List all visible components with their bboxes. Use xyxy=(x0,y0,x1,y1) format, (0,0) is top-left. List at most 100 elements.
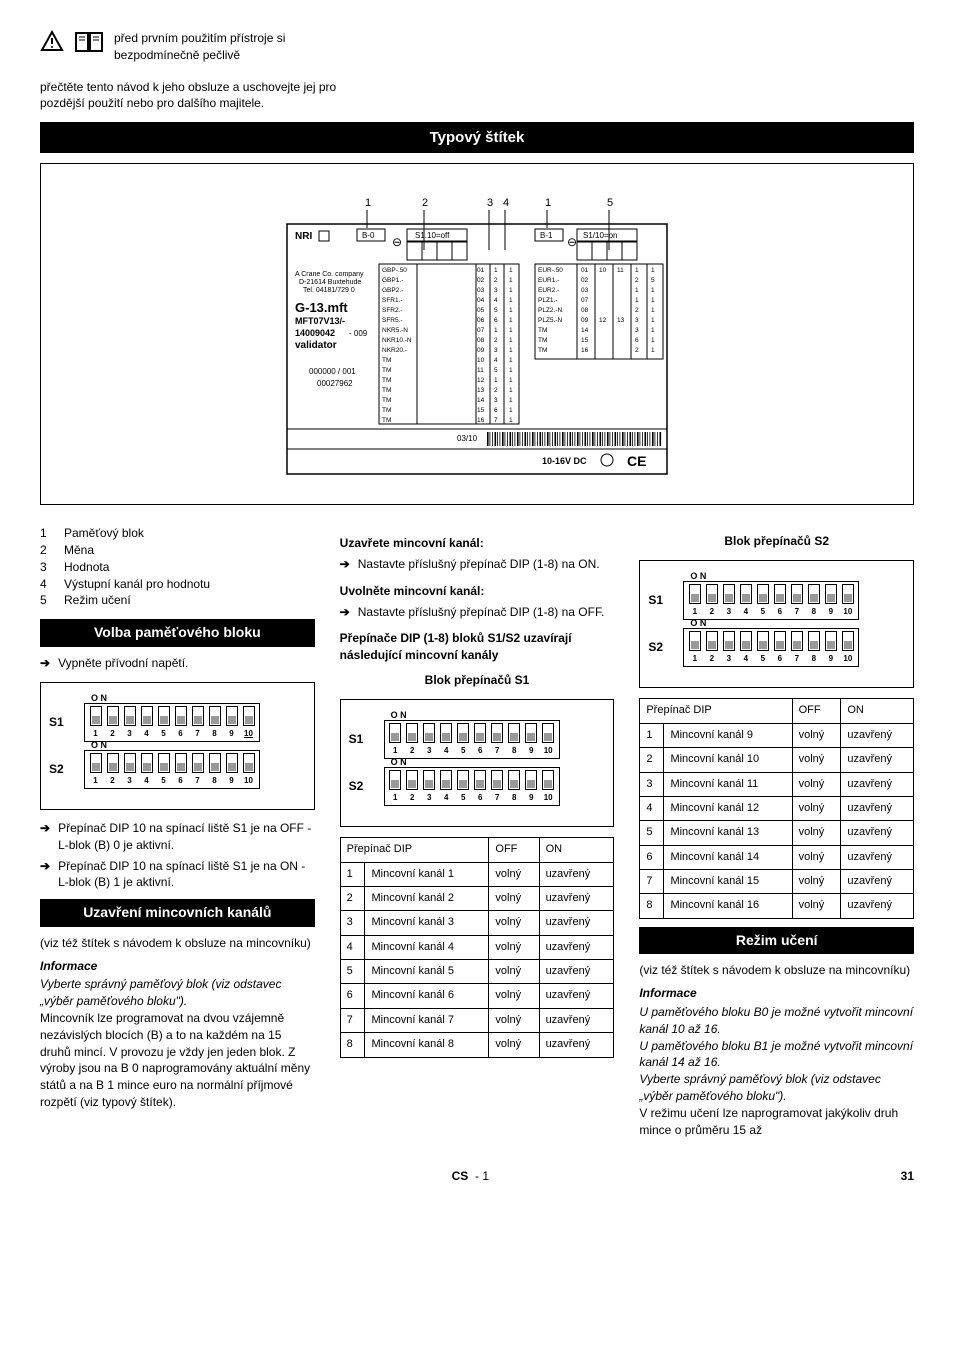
table-cell: volný xyxy=(489,960,539,984)
svg-text:1: 1 xyxy=(635,267,639,274)
svg-text:2: 2 xyxy=(494,387,498,394)
table-cell: 4 xyxy=(340,935,365,959)
svg-text:01: 01 xyxy=(581,267,589,274)
table-cell: uzavřený xyxy=(539,984,614,1008)
svg-text:14009042: 14009042 xyxy=(295,328,335,338)
table-cell: Mincovní kanál 15 xyxy=(664,870,792,894)
table-cell: volný xyxy=(489,911,539,935)
dip-switch: 10 xyxy=(240,706,257,739)
dip-switch: 9 xyxy=(223,706,240,739)
svg-text:3: 3 xyxy=(494,287,498,294)
svg-text:EUR1.-: EUR1.- xyxy=(538,277,559,284)
svg-text:1: 1 xyxy=(651,327,655,334)
close-note: (viz též štítek s návodem k obsluze na m… xyxy=(40,935,315,952)
table-cell: Mincovní kanál 13 xyxy=(664,821,792,845)
table-row: 2Mincovní kanál 2volnýuzavřený xyxy=(340,886,614,910)
dip-switch: 2 xyxy=(703,631,720,664)
svg-text:- 009: - 009 xyxy=(349,329,368,338)
svg-text:1: 1 xyxy=(651,307,655,314)
table-row: 6Mincovní kanál 6volnýuzavřený xyxy=(340,984,614,1008)
svg-text:TM: TM xyxy=(382,397,391,404)
svg-text:1: 1 xyxy=(509,397,513,404)
column-3: Blok přepínačů S2 S1 O N 12345678910 S2 … xyxy=(639,525,914,1138)
legend-item: 3Hodnota xyxy=(40,559,315,576)
legend-num: 3 xyxy=(40,559,52,576)
table-cell: 4 xyxy=(640,796,664,820)
close-body: Mincovník lze programovat na dvou vzájem… xyxy=(40,1010,315,1111)
legend-num: 1 xyxy=(40,525,52,542)
table-cell: volný xyxy=(792,772,841,796)
svg-text:4: 4 xyxy=(494,357,498,364)
legend-list: 1Paměťový blok2Měna3Hodnota4Výstupní kan… xyxy=(40,525,315,609)
page-footer: CS - 1 31 xyxy=(40,1168,914,1185)
dip-s1-label: S1 xyxy=(49,714,74,731)
svg-text:TM: TM xyxy=(382,387,391,394)
dip-switch: 9 xyxy=(822,584,839,617)
dip-switch: 1 xyxy=(686,631,703,664)
dip-heading: Přepínače DIP (1-8) bloků S1/S2 uzavíraj… xyxy=(340,630,615,664)
table-cell: uzavřený xyxy=(539,960,614,984)
svg-text:6: 6 xyxy=(494,317,498,324)
dip-switch: 1 xyxy=(387,723,404,756)
svg-text:6: 6 xyxy=(635,337,639,344)
arrow-icon: ➔ xyxy=(40,655,50,672)
svg-text:4: 4 xyxy=(494,297,498,304)
type-plate-container: 1 2 3 4 1 5 NRI A Crane Co. company D-21… xyxy=(40,163,914,505)
legend-num: 5 xyxy=(40,592,52,609)
legend-item: 2Měna xyxy=(40,542,315,559)
table-cell: uzavřený xyxy=(539,911,614,935)
table-cell: volný xyxy=(792,748,841,772)
svg-text:000000 / 001: 000000 / 001 xyxy=(309,367,356,376)
svg-text:1: 1 xyxy=(651,347,655,354)
svg-text:SFR1.-: SFR1.- xyxy=(382,297,403,304)
close-channel-heading: Uzavřete mincovní kanál: xyxy=(340,535,615,552)
dip-switch: 5 xyxy=(455,770,472,803)
dip-switch: 4 xyxy=(737,584,754,617)
table-row: 4Mincovní kanál 4volnýuzavřený xyxy=(340,935,614,959)
svg-text:2: 2 xyxy=(494,277,498,284)
arrow-icon: ➔ xyxy=(40,858,50,892)
type-plate-svg: 1 2 3 4 1 5 NRI A Crane Co. company D-21… xyxy=(277,194,677,484)
svg-text:EUR-.50: EUR-.50 xyxy=(538,267,563,274)
table-header: OFF xyxy=(489,838,539,862)
svg-text:15: 15 xyxy=(581,337,589,344)
section-memory-header: Volba paměťového bloku xyxy=(40,619,315,647)
svg-text:1: 1 xyxy=(509,307,513,314)
info-p2: U paměťového bloku B1 je možné vytvořit … xyxy=(639,1038,914,1072)
svg-text:15: 15 xyxy=(477,407,485,414)
svg-text:Tel. 04181/729 0: Tel. 04181/729 0 xyxy=(303,287,355,294)
table-cell: 8 xyxy=(640,894,664,918)
svg-text:12: 12 xyxy=(599,317,607,324)
svg-text:NKR5.-N: NKR5.-N xyxy=(382,327,408,334)
svg-text:1: 1 xyxy=(509,297,513,304)
svg-text:3: 3 xyxy=(635,327,639,334)
table-row: 7Mincovní kanál 15volnýuzavřený xyxy=(640,870,914,894)
dip-switch: 2 xyxy=(404,723,421,756)
svg-text:1: 1 xyxy=(494,267,498,274)
svg-text:1: 1 xyxy=(509,317,513,324)
intro-section: před prvním použitím přístroje si bezpod… xyxy=(40,30,360,64)
table-header: Přepínač DIP xyxy=(640,699,792,723)
table-cell: Mincovní kanál 5 xyxy=(365,960,489,984)
table-row: 4Mincovní kanál 12volnýuzavřený xyxy=(640,796,914,820)
svg-text:00027962: 00027962 xyxy=(317,379,353,388)
svg-text:04: 04 xyxy=(477,297,485,304)
warning-icon xyxy=(40,30,64,54)
dip-switch: 7 xyxy=(489,723,506,756)
learn-body: V režimu učení lze naprogramovat jakýkol… xyxy=(639,1105,914,1139)
dip-switch: 3 xyxy=(720,584,737,617)
svg-text:S1/10=on: S1/10=on xyxy=(583,231,617,240)
step: ➔ Přepínač DIP 10 na spínací liště S1 je… xyxy=(40,820,315,854)
learn-mode-header: Režim učení xyxy=(639,927,914,955)
svg-text:TM: TM xyxy=(382,367,391,374)
table-cell: 6 xyxy=(340,984,365,1008)
table-cell: volný xyxy=(489,862,539,886)
legend-num: 2 xyxy=(40,542,52,559)
dip-switch: 3 xyxy=(121,706,138,739)
dip-s2-label: S2 xyxy=(349,778,374,795)
dip-switch: 6 xyxy=(472,723,489,756)
table-cell: uzavřený xyxy=(539,935,614,959)
svg-text:1: 1 xyxy=(545,197,551,209)
svg-text:09: 09 xyxy=(477,347,485,354)
svg-text:10: 10 xyxy=(599,267,607,274)
